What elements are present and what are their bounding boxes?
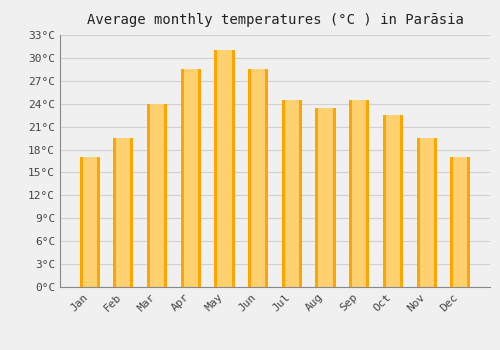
Bar — [198, 69, 201, 287]
Bar — [232, 50, 234, 287]
Bar — [383, 115, 386, 287]
Bar — [468, 157, 470, 287]
Bar — [316, 107, 336, 287]
Bar — [383, 115, 403, 287]
Bar — [282, 100, 302, 287]
Bar — [416, 138, 420, 287]
Bar — [248, 69, 251, 287]
Bar — [80, 157, 100, 287]
Bar — [214, 50, 218, 287]
Bar — [450, 157, 454, 287]
Bar — [180, 69, 184, 287]
Bar — [113, 138, 134, 287]
Bar — [349, 100, 352, 287]
Bar — [214, 50, 234, 287]
Bar — [332, 107, 336, 287]
Bar — [282, 100, 285, 287]
Bar — [450, 157, 470, 287]
Bar — [416, 138, 437, 287]
Title: Average monthly temperatures (°C ) in Parāsia: Average monthly temperatures (°C ) in Pa… — [86, 13, 464, 27]
Bar — [147, 104, 167, 287]
Bar — [147, 104, 150, 287]
Bar — [434, 138, 437, 287]
Bar — [349, 100, 370, 287]
Bar — [299, 100, 302, 287]
Bar — [316, 107, 318, 287]
Bar — [96, 157, 100, 287]
Bar — [366, 100, 370, 287]
Bar — [130, 138, 134, 287]
Bar — [113, 138, 116, 287]
Bar — [80, 157, 82, 287]
Bar — [400, 115, 403, 287]
Bar — [265, 69, 268, 287]
Bar — [248, 69, 268, 287]
Bar — [180, 69, 201, 287]
Bar — [164, 104, 167, 287]
